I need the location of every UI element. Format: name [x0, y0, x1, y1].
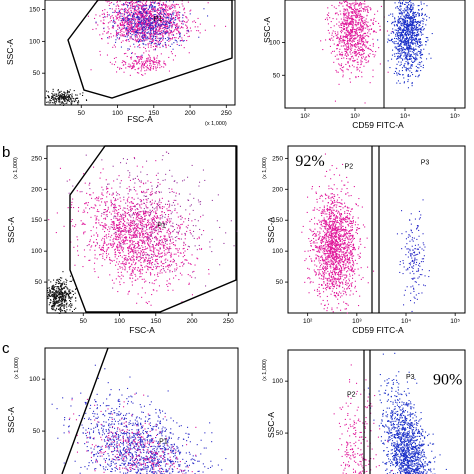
- y-tick-label: 200: [272, 186, 283, 193]
- gate-p1-polygon: [67, 0, 233, 99]
- scatter-plot-c-cd59-ssc: 50 100 P2 P3 90% SSC-A (x 1,000): [262, 349, 466, 474]
- population-2: [396, 199, 430, 312]
- gate-label-p3: P3: [421, 160, 430, 167]
- x-tick-label: 250: [221, 110, 232, 117]
- panel-label-b: b: [2, 144, 10, 161]
- x-axis-label: FSC-A: [129, 325, 155, 335]
- scatter-plot-b-fsc-ssc: 50 100 150 200 250 50 100 150 200 250 P1 FSC-A SS…: [6, 145, 238, 335]
- y-tick-label: 50: [35, 279, 43, 286]
- y-axis-label: SSC-A: [266, 217, 276, 243]
- population-2: [68, 393, 197, 474]
- gate-label-p1: P1: [154, 16, 163, 23]
- panel-label-c: c: [2, 340, 10, 357]
- population-3: [90, 52, 176, 76]
- y-tick-label: 50: [273, 72, 281, 79]
- population-2: [66, 151, 238, 289]
- population-4: [45, 88, 88, 106]
- gate-label-p1: P1: [159, 439, 168, 446]
- x-tick-label: 50: [80, 318, 88, 325]
- x-tick-label: 10³: [352, 318, 362, 325]
- percentage-annotation: 90%: [433, 371, 462, 388]
- y-axis-unit: (x 1,000): [262, 359, 268, 381]
- x-axis-label: CD59 FITC-A: [352, 325, 404, 335]
- x-tick-label: 100: [112, 110, 123, 117]
- gate-p1-polygon: [61, 347, 109, 474]
- y-tick-label: 50: [33, 428, 41, 435]
- x-tick-label: 200: [187, 318, 198, 325]
- x-tick-label: 10²: [300, 113, 310, 120]
- gate-label-p1: P1: [157, 223, 166, 230]
- y-tick-label: 100: [272, 248, 283, 255]
- percentage-annotation: 92%: [295, 153, 324, 170]
- y-tick-label: 50: [33, 70, 41, 77]
- y-tick-label: 100: [31, 248, 42, 255]
- y-tick-label: 100: [269, 40, 280, 47]
- gate-label-p2: P2: [347, 392, 356, 399]
- y-tick-label: 50: [276, 279, 284, 286]
- gate-label-p3: P3: [406, 374, 415, 381]
- x-tick-label: 150: [148, 110, 159, 117]
- x-tick-label: 10⁴: [400, 113, 410, 120]
- y-tick-label: 100: [29, 38, 40, 45]
- x-tick-label: 200: [185, 110, 196, 117]
- gate-label-p2: P2: [345, 163, 354, 170]
- x-tick-label: 10⁵: [450, 318, 460, 325]
- population-1: [301, 153, 375, 314]
- y-axis-label: SSC-A: [266, 412, 276, 438]
- y-tick-label: 250: [31, 155, 42, 162]
- x-tick-label: 150: [150, 318, 161, 325]
- x-axis-label: CD59 FITC-A: [352, 120, 404, 130]
- x-tick-label: 10³: [350, 113, 360, 120]
- population-2: [95, 0, 209, 58]
- scatter-plot-c-fsc-ssc: 50 100 P1 SSC-A (x 1,000): [6, 347, 239, 474]
- x-tick-label: 50: [78, 110, 86, 117]
- scatter-plot-a-fsc-ssc: 50 100 150 200 250 50 100 150 P1 FSC-A SSC-A (x…: [5, 0, 236, 127]
- x-tick-label: 10²: [303, 318, 313, 325]
- population-1: [320, 0, 393, 104]
- y-axis-unit: (x 1,000): [14, 357, 20, 379]
- scatter-plot-b-cd59-ssc: 10² 10³ 10⁴ 10⁵ 50 100 150 200 250 P2 P3 92% CD59…: [262, 145, 466, 335]
- y-tick-label: 100: [272, 378, 283, 385]
- population-1: [48, 151, 210, 306]
- population-1: [367, 352, 447, 474]
- y-tick-label: 150: [29, 7, 40, 14]
- y-tick-label: 100: [29, 376, 40, 383]
- y-axis-label: SSC-A: [262, 17, 272, 43]
- gate-p1-polygon: [69, 145, 237, 313]
- x-tick-label: 10⁴: [401, 318, 411, 325]
- y-axis-unit: (x 1,000): [262, 157, 268, 179]
- y-tick-label: 150: [31, 217, 42, 224]
- population-2: [377, 0, 433, 89]
- scatter-plot-a-cd59-ssc: 10² 10³ 10⁴ 10⁵ 50 100 CD59 FITC-A SSC-A: [262, 0, 466, 130]
- x-tick-label: 250: [223, 318, 234, 325]
- x-tick-label: 100: [114, 318, 125, 325]
- y-axis-label: SSC-A: [6, 407, 16, 433]
- y-tick-label: 250: [272, 155, 283, 162]
- y-axis-label: SSC-A: [5, 39, 15, 65]
- x-axis-unit: (x 1,000): [205, 121, 227, 127]
- population-3: [47, 271, 77, 314]
- y-tick-label: 50: [276, 430, 284, 437]
- y-axis-label: SSC-A: [6, 217, 16, 243]
- y-tick-label: 200: [31, 186, 42, 193]
- x-axis-label: FSC-A: [127, 114, 153, 124]
- y-axis-unit: (x 1,000): [13, 157, 19, 179]
- x-tick-label: 10⁵: [450, 113, 460, 120]
- y-tick-label: 150: [272, 217, 283, 224]
